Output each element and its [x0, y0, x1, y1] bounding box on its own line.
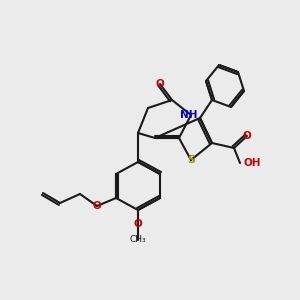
Text: S: S: [187, 155, 195, 165]
Text: O: O: [156, 79, 164, 89]
Text: OH: OH: [244, 158, 262, 168]
Text: O: O: [93, 201, 101, 211]
Text: CH₃: CH₃: [130, 236, 146, 244]
Text: O: O: [243, 131, 251, 141]
Text: O: O: [134, 219, 142, 229]
Text: NH: NH: [180, 110, 198, 120]
